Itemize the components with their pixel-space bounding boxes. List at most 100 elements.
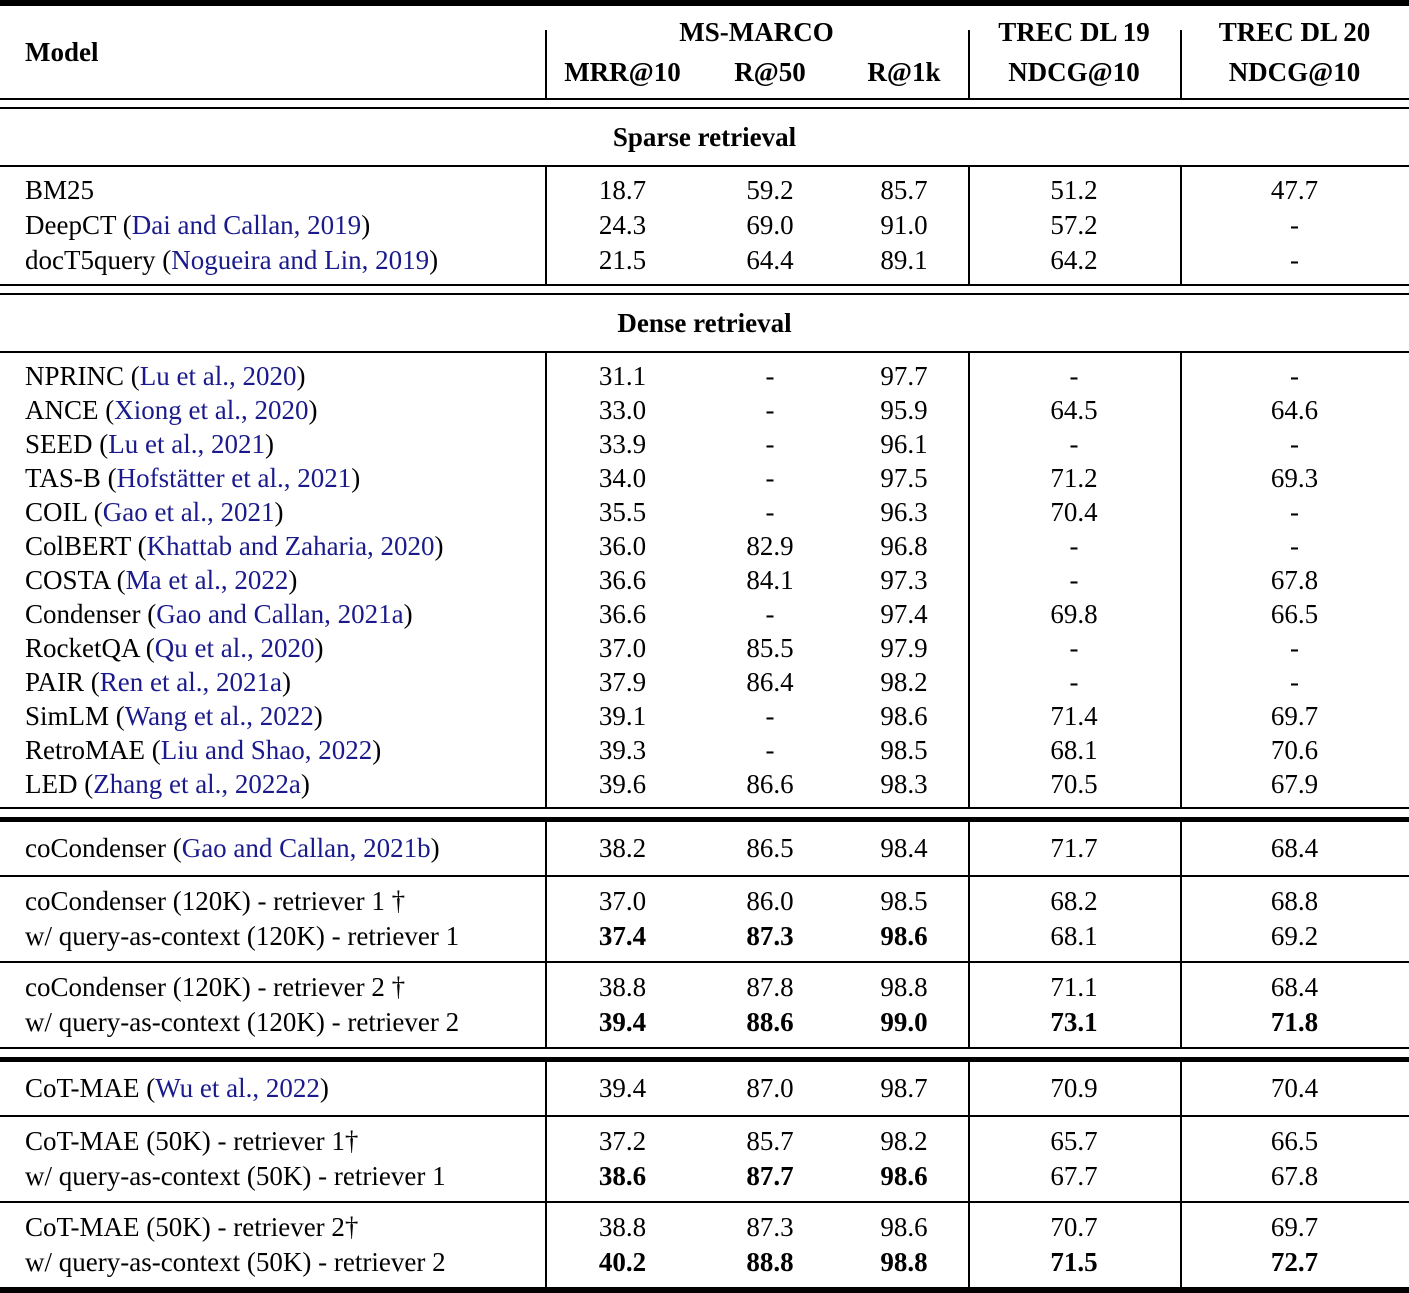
value-cell: 87.3 (746, 1212, 794, 1242)
table-blocks: Sparse retrieval BM25 18.7 59.2 85.7 51.2 47.7… (0, 98, 1409, 1293)
single-rule (0, 875, 1409, 877)
value-cell: 69.0 (746, 210, 794, 240)
value-cell: 65.7 (1050, 1126, 1098, 1156)
value-cell: 51.2 (1050, 175, 1098, 205)
value-cell: 38.6 (598, 1161, 647, 1191)
value-cell: 98.8 (880, 1247, 928, 1277)
table-row: docT5query (Nogueira and Lin, 2019) 21.5 6… (0, 243, 1409, 278)
row-block: BM25 18.7 59.2 85.7 51.2 47.7 DeepCT (Dai and … (0, 167, 1409, 284)
model-cell: w/ query-as-context (120K) - retriever 2 (25, 1007, 460, 1037)
table-row: coCondenser (120K) - retriever 1 † 37.0 86… (0, 884, 1409, 919)
value-cell: 84.1 (746, 565, 794, 595)
value-cell: 98.5 (880, 735, 928, 765)
header-divider-3 (1180, 30, 1182, 98)
model-cell: COIL (Gao et al., 2021) (25, 497, 284, 527)
citation-link[interactable]: Lu et al., 2021 (108, 429, 265, 459)
value-cell: 86.5 (746, 833, 794, 863)
value-cell: - (1290, 429, 1299, 459)
citation-link[interactable]: Qu et al., 2020 (154, 633, 315, 663)
value-cell: 97.9 (880, 633, 928, 663)
value-cell: 70.4 (1270, 1073, 1319, 1103)
citation-link[interactable]: Ren et al., 2021a (99, 667, 282, 697)
citation-link[interactable]: Khattab and Zaharia, 2020 (146, 531, 435, 561)
model-cell: COSTA (Ma et al., 2022) (25, 565, 298, 595)
value-cell: 64.6 (1270, 395, 1319, 425)
table-row: coCondenser (Gao and Callan, 2021b) 38.2 8… (0, 831, 1409, 866)
value-cell: 85.7 (746, 1126, 794, 1156)
citation-link[interactable]: Lu et al., 2020 (139, 361, 297, 391)
table-row: TAS-B (Hofstätter et al., 2021) 34.0 - 97.5… (0, 461, 1409, 495)
value-cell: 38.2 (598, 833, 647, 863)
model-cell: DeepCT (Dai and Callan, 2019) (25, 210, 371, 240)
citation-link[interactable]: Xiong et al., 2020 (114, 395, 309, 425)
column-group-msmarco: MS-MARCO (679, 17, 834, 47)
value-cell: 67.7 (1050, 1161, 1098, 1191)
value-cell: 96.8 (880, 531, 928, 561)
column-header-r1k: R@1k (867, 57, 941, 87)
column-divider (545, 963, 547, 1047)
citation-link[interactable]: Dai and Callan, 2019 (131, 210, 362, 240)
value-cell: 69.7 (1270, 701, 1319, 731)
citation-link[interactable]: Zhang et al., 2022a (93, 769, 301, 799)
citation-link[interactable]: Hofstätter et al., 2021 (116, 463, 352, 493)
value-cell: 69.2 (1270, 921, 1319, 951)
value-cell: 71.4 (1050, 701, 1098, 731)
value-cell: - (765, 701, 775, 731)
table-row: BM25 18.7 59.2 85.7 51.2 47.7 (0, 173, 1409, 208)
value-cell: 95.9 (880, 395, 928, 425)
citation-link[interactable]: Ma et al., 2022 (125, 565, 289, 595)
table-row: CoT-MAE (50K) - retriever 2† 38.8 87.3 98.6… (0, 1210, 1409, 1245)
column-divider (545, 1117, 547, 1201)
double-rule (0, 98, 1409, 109)
section-band: Sparse retrieval (612, 122, 797, 152)
citation-link[interactable]: Wu et al., 2022 (155, 1073, 320, 1103)
citation-link[interactable]: Gao et al., 2021 (102, 497, 275, 527)
model-cell: CoT-MAE (50K) - retriever 1† (25, 1126, 359, 1156)
table-row: CoT-MAE (50K) - retriever 1† 37.2 85.7 98.2… (0, 1124, 1409, 1159)
column-header-r50: R@50 (734, 57, 806, 87)
model-cell: ANCE (Xiong et al., 2020) (25, 395, 318, 425)
value-cell: 70.4 (1050, 497, 1098, 527)
value-cell: - (765, 497, 775, 527)
heavy-rule (0, 1047, 1409, 1062)
value-cell: 86.4 (746, 667, 794, 697)
value-cell: 37.9 (598, 667, 647, 697)
citation-link[interactable]: Wang et al., 2022 (124, 701, 314, 731)
model-cell: PAIR (Ren et al., 2021a) (25, 667, 291, 697)
value-cell: 36.6 (598, 565, 647, 595)
value-cell: 98.5 (880, 886, 928, 916)
column-divider (968, 1203, 970, 1287)
model-cell: w/ query-as-context (50K) - retriever 2 (25, 1247, 446, 1277)
value-cell: 88.8 (746, 1247, 794, 1277)
value-cell: - (1069, 633, 1079, 663)
table-row: COIL (Gao et al., 2021) 35.5 - 96.3 70.4 - (0, 495, 1409, 529)
table-header: Model MS-MARCO TREC DL 19 TREC DL 20 MRR… (0, 6, 1409, 98)
value-cell: 68.2 (1050, 886, 1098, 916)
table-row: LED (Zhang et al., 2022a) 39.6 86.6 98.3 70.… (0, 767, 1409, 801)
citation-link[interactable]: Liu and Shao, 2022 (160, 735, 373, 765)
single-rule (0, 351, 1409, 353)
value-cell: 39.4 (598, 1073, 647, 1103)
column-divider (545, 822, 547, 875)
value-cell: - (1290, 633, 1299, 663)
citation-link[interactable]: Gao and Callan, 2021b (181, 833, 431, 863)
model-cell: RocketQA (Qu et al., 2020) (25, 633, 324, 663)
citation-link[interactable]: Gao and Callan, 2021a (156, 599, 404, 629)
column-divider (545, 1062, 547, 1115)
value-cell: 87.8 (746, 972, 794, 1002)
citation-link[interactable]: Nogueira and Lin, 2019 (171, 245, 430, 275)
value-cell: 69.7 (1270, 1212, 1319, 1242)
value-cell: 69.3 (1270, 463, 1319, 493)
table-row: RocketQA (Qu et al., 2020) 37.0 85.5 97.9 - - (0, 631, 1409, 665)
value-cell: 68.8 (1270, 886, 1319, 916)
column-divider (968, 822, 970, 875)
row-block: CoT-MAE (Wu et al., 2022) 39.4 87.0 98.7 70.… (0, 1062, 1409, 1115)
value-cell: 98.2 (880, 667, 928, 697)
value-cell: 87.3 (746, 921, 794, 951)
value-cell: - (1069, 429, 1079, 459)
value-cell: 71.7 (1050, 833, 1098, 863)
column-divider (1180, 167, 1182, 284)
value-cell: 71.5 (1050, 1247, 1098, 1277)
value-cell: 39.6 (598, 769, 647, 799)
